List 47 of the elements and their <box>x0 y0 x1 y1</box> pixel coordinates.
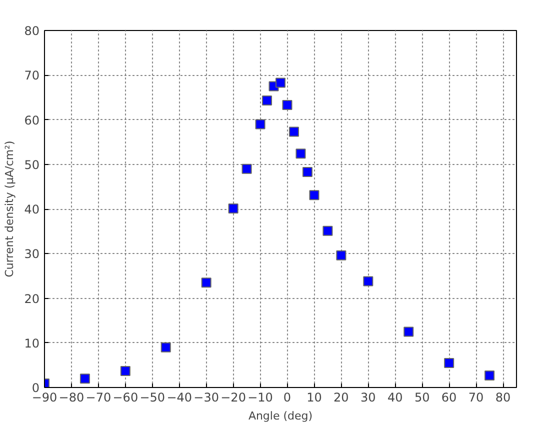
point <box>276 78 286 88</box>
x-axis-title: Angle (deg) <box>248 410 313 422</box>
point <box>296 148 306 159</box>
point <box>309 190 320 200</box>
y-tick-label: 50 <box>24 158 40 172</box>
point <box>484 370 495 380</box>
y-axis-title: Current density (μA/cm²) <box>3 140 16 278</box>
y-tick-label: 60 <box>24 113 40 128</box>
x-tick-label: 30 <box>360 390 376 404</box>
y-tick-label: 80 <box>24 24 40 38</box>
y-tick-label: 30 <box>24 247 40 262</box>
point <box>444 358 454 368</box>
x-tick-label: 0 <box>283 390 292 404</box>
point <box>262 96 272 106</box>
point <box>160 342 171 352</box>
point <box>80 374 90 384</box>
x-tick-label: 50 <box>414 390 430 404</box>
y-tick-label: 10 <box>24 336 40 350</box>
point <box>336 250 346 260</box>
x-tick-label: −30 <box>194 390 219 404</box>
point <box>242 164 252 174</box>
x-tick-label: 40 <box>387 390 403 404</box>
x-tick-label: 10 <box>306 390 322 404</box>
point <box>363 276 374 286</box>
x-tick-label: 60 <box>441 390 457 404</box>
x-tick-label: 20 <box>334 390 349 404</box>
y-tick-label: 40 <box>24 202 40 216</box>
x-tick-label: −50 <box>140 390 166 404</box>
point <box>288 126 299 137</box>
point <box>282 100 292 110</box>
x-tick-label: −20 <box>220 390 246 404</box>
x-tick-label: −60 <box>112 390 138 404</box>
point <box>322 226 333 236</box>
point <box>404 326 414 337</box>
x-tick-label: 80 <box>495 390 511 404</box>
y-tick-label: 70 <box>24 68 40 83</box>
x-tick-label: 70 <box>468 390 484 404</box>
x-tick-label: −70 <box>86 390 112 404</box>
y-tick-label: 20 <box>24 292 40 306</box>
point <box>201 278 212 288</box>
point <box>255 119 266 130</box>
point <box>228 204 238 214</box>
point <box>302 166 312 177</box>
x-tick-label: −10 <box>248 390 273 404</box>
x-tick-label: −80 <box>58 390 84 404</box>
point <box>120 366 130 376</box>
x-tick-label: −40 <box>166 390 192 404</box>
